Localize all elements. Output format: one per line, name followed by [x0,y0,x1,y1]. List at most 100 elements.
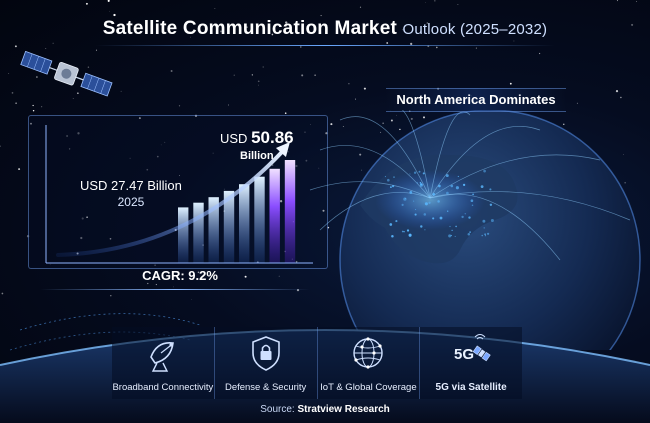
city-light [391,234,394,238]
city-light [423,213,427,216]
growth-trend-arrow [56,150,284,257]
star [113,13,116,17]
star [80,236,83,240]
city-light [401,203,404,206]
star [178,278,180,280]
star [212,152,214,154]
star [257,80,260,83]
city-light [449,225,451,228]
city-light [455,186,459,190]
city-light [450,234,452,237]
signal-beam [429,193,561,261]
city-light [482,219,486,223]
star [320,15,322,17]
star [410,42,413,46]
city-light [432,217,435,220]
bar-year-5 [239,184,250,263]
signal-beam [319,192,431,231]
star [304,131,306,133]
star [616,0,619,2]
city-light [438,184,441,188]
star [77,92,79,94]
star [173,286,174,288]
star [214,7,216,9]
bar-year-3 [208,197,219,263]
star [18,168,21,171]
feature-iot: IoT & Global Coverage [318,327,421,399]
city-light [483,227,485,229]
star [513,40,515,42]
star [11,92,14,94]
star [228,104,229,106]
star [87,66,90,68]
city-light [424,202,428,206]
city-light [418,170,421,173]
city-light [395,220,398,223]
market-growth-bar-chart [45,125,313,264]
title-period: Outlook (2025–2032) [402,21,548,38]
star [624,182,626,184]
page-title: Satellite Communication Market Outlook (… [102,18,548,39]
star [26,235,30,238]
city-light [489,188,492,191]
star [66,135,69,137]
star [1,292,4,295]
star [318,167,320,169]
star [129,157,131,159]
star [191,299,192,300]
star [14,45,17,48]
star [327,226,330,229]
star [223,188,225,190]
signal-beam [390,110,431,199]
bar-year-6 [254,176,265,263]
star [197,271,200,274]
signal-beam [429,154,601,199]
city-light [415,208,417,211]
city-light [469,231,471,233]
title-divider [95,45,555,46]
feature-label: Broadband Connectivity [112,382,214,393]
star [233,74,235,76]
star [310,124,312,125]
feature-broadband: Broadband Connectivity [112,327,215,399]
city-light [454,235,456,237]
city-light [437,200,440,203]
star [425,1,426,3]
city-lights [384,169,494,238]
city-light [448,234,452,238]
shield-lock-icon [251,336,280,371]
star [244,275,247,278]
star [86,216,88,219]
star [118,196,121,198]
city-light [490,218,494,223]
star [109,10,110,12]
feature-label: Defense & Security [224,382,307,393]
city-light [457,175,459,178]
star [509,82,512,85]
star [386,42,389,44]
city-light [481,234,483,237]
5g-badge: 5G [454,346,474,363]
city-light [472,193,474,196]
satellite-icon [20,50,113,97]
city-light [420,183,423,186]
star [300,46,302,48]
cagr-label: CAGR: 9.2% [142,268,218,283]
source-citation: Source: Stratview Research [0,404,650,415]
star [178,105,181,107]
star [636,1,637,2]
star [538,52,541,55]
star [32,109,35,112]
star [77,132,80,135]
city-light [450,184,454,188]
city-light [428,195,431,198]
end-value: 50.86 [251,128,294,147]
end-value-annotation: USD 50.86 Billion [220,128,294,162]
network-globe-icon [353,337,384,369]
city-light [401,230,404,233]
star [285,21,288,24]
star [278,275,280,277]
star [325,132,328,135]
star [85,2,88,5]
5g-satellite-icon: 5G [454,334,491,363]
